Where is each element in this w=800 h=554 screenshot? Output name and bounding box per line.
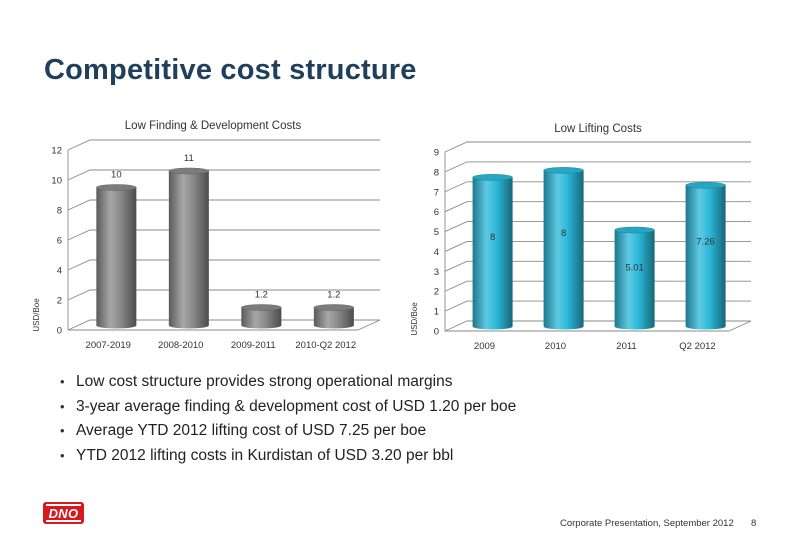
gridline (444, 300, 751, 312)
bullet-text: Average YTD 2012 lifting cost of USD 7.2… (76, 422, 427, 439)
bar (313, 307, 354, 329)
bullet-list: • Low cost structure provides strong oper… (60, 370, 516, 468)
y-axis-label: USD/Boe (410, 302, 419, 336)
bar-top (96, 184, 137, 191)
gridline (67, 259, 380, 271)
data-label: 8 (561, 228, 566, 239)
bar (472, 177, 513, 330)
bar (241, 307, 282, 329)
gridline (67, 289, 380, 301)
gridline (67, 139, 380, 151)
gridline (444, 201, 751, 213)
bullet-item: • YTD 2012 lifting costs in Kurdistan of … (60, 444, 516, 469)
data-label: 7.26 (696, 237, 715, 248)
bar-top (685, 182, 726, 189)
data-label: 11 (184, 153, 194, 164)
finding-development-cost-chart: Low Finding & Development Costs USD/Boe 0 2… (32, 120, 381, 351)
bullet-dot-icon: • (60, 374, 65, 389)
bar (543, 170, 584, 330)
bar-top (472, 174, 513, 181)
data-label: 8 (490, 232, 495, 243)
bullet-item: • Average YTD 2012 lifting cost of USD 7.… (60, 419, 516, 444)
gridline (67, 199, 380, 211)
x-axis-depth (357, 319, 381, 331)
data-label: 1.2 (255, 290, 268, 301)
bullet-dot-icon: • (60, 398, 65, 414)
bullet-text: YTD 2012 lifting costs in Kurdistan of U… (76, 446, 454, 464)
bar (96, 187, 137, 329)
gridline (444, 221, 751, 232)
bar (614, 230, 655, 330)
gridline (444, 260, 751, 272)
y-axis-label: USD/Boe (32, 298, 41, 332)
gridline (67, 169, 380, 181)
bar-top (313, 304, 355, 311)
bar-top (543, 167, 584, 174)
bullet-item: • 3-year average finding & development co… (60, 395, 516, 420)
x-axis-depth (728, 320, 752, 332)
bar (685, 185, 726, 330)
bullet-item: • Low cost structure provides strong oper… (60, 370, 516, 395)
bar-top (241, 304, 282, 311)
x-tick-label: 2009-2011 (231, 340, 276, 351)
bullet-text: 3-year average finding & development cos… (76, 397, 517, 415)
footer-text: Corporate Presentation, September 2012 (560, 518, 734, 529)
chart-title: Low Lifting Costs (554, 123, 642, 135)
y-tick-label: 4 (434, 247, 439, 258)
y-tick-label: 5 (434, 227, 439, 238)
y-tick-label: 1 (434, 307, 439, 318)
x-tick-label: 2007-2019 (86, 340, 131, 351)
y-tick-label: 8 (434, 167, 439, 178)
gridline (67, 319, 380, 331)
logo-text: DNO (48, 505, 79, 521)
bar-top (614, 226, 655, 234)
lifting-cost-chart: Low Lifting Costs USD/Boe 0 1 2 3 4 5 6 7 8 9 8 2009 8… (410, 123, 752, 352)
bar (168, 171, 209, 329)
y-tick-label: 10 (51, 176, 62, 187)
x-tick-label: 2010 (545, 341, 566, 352)
bullet-dot-icon: • (60, 423, 65, 438)
y-tick-label: 0 (57, 326, 62, 337)
bullet-dot-icon: • (60, 447, 65, 463)
dno-logo: DNO (43, 502, 84, 524)
y-tick-label: 6 (434, 207, 439, 218)
y-tick-label: 9 (434, 148, 439, 159)
data-label: 1.2 (327, 290, 340, 301)
gridline (444, 181, 751, 193)
data-label: 10 (111, 170, 122, 181)
y-tick-label: 4 (57, 266, 62, 277)
gridline (444, 280, 751, 292)
page-number: 8 (751, 518, 757, 529)
gridline (444, 161, 751, 173)
y-tick-label: 12 (51, 146, 62, 157)
y-tick-label: 3 (434, 267, 439, 278)
bullet-text: Low cost structure provides strong opera… (76, 373, 453, 390)
y-tick-label: 2 (434, 287, 439, 298)
x-tick-label: 2010-Q2 2012 (295, 340, 356, 351)
data-label: 5.01 (625, 263, 644, 274)
gridline (444, 320, 751, 332)
gridline (67, 229, 380, 241)
gridline (444, 240, 751, 252)
chart-title: Low Finding & Development Costs (125, 120, 302, 132)
bar-top (168, 167, 210, 175)
y-tick-label: 0 (434, 327, 439, 338)
y-tick-label: 7 (434, 187, 439, 198)
x-tick-label: Q2 2012 (679, 341, 715, 352)
gridline (444, 141, 751, 153)
y-tick-label: 2 (57, 296, 62, 307)
x-tick-label: 2011 (616, 341, 636, 352)
y-tick-label: 6 (57, 236, 62, 247)
x-tick-label: 2009 (474, 341, 495, 352)
slide-title: Competitive cost structure (44, 54, 417, 86)
y-tick-label: 8 (57, 206, 62, 217)
x-tick-label: 2008-2010 (158, 340, 203, 351)
